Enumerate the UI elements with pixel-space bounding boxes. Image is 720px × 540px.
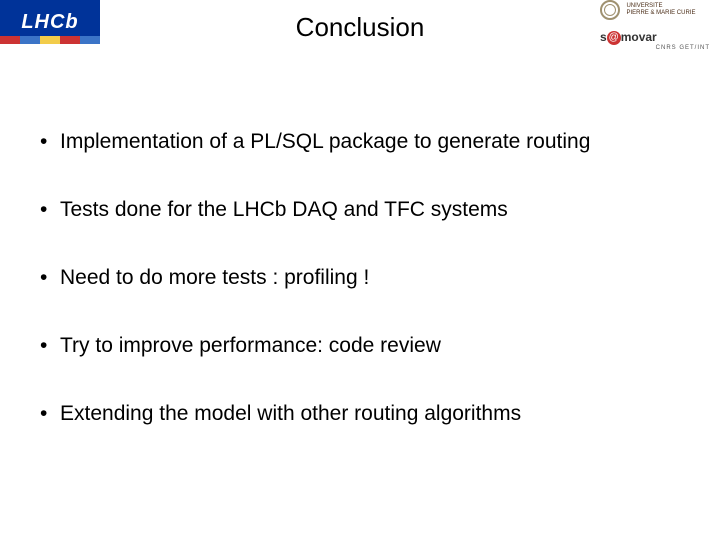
list-item: •Extending the model with other routing … xyxy=(40,402,690,426)
bullet-text: Tests done for the LHCb DAQ and TFC syst… xyxy=(60,198,690,222)
university-line1: UNIVERSITE xyxy=(626,3,662,9)
bullet-icon: • xyxy=(40,130,60,154)
samovar-subtitle: CNRS GET/INT xyxy=(600,45,710,51)
bullet-icon: • xyxy=(40,266,60,290)
bullet-text: Try to improve performance: code review xyxy=(60,334,690,358)
list-item: •Tests done for the LHCb DAQ and TFC sys… xyxy=(40,198,690,222)
list-item: •Need to do more tests : profiling ! xyxy=(40,266,690,290)
bullet-icon: • xyxy=(40,402,60,426)
bullet-icon: • xyxy=(40,334,60,358)
slide: LHCb UNIVERSITE PIERRE & MARIE CURIE s@m… xyxy=(0,0,720,540)
slide-header: LHCb UNIVERSITE PIERRE & MARIE CURIE s@m… xyxy=(0,0,720,60)
bullet-icon: • xyxy=(40,198,60,222)
bullet-text: Need to do more tests : profiling ! xyxy=(60,266,690,290)
bullet-text: Extending the model with other routing a… xyxy=(60,402,690,426)
list-item: •Try to improve performance: code review xyxy=(40,334,690,358)
slide-title: Conclusion xyxy=(0,12,720,43)
bullet-list: •Implementation of a PL/SQL package to g… xyxy=(40,130,690,426)
bullet-text: Implementation of a PL/SQL package to ge… xyxy=(60,130,690,154)
list-item: •Implementation of a PL/SQL package to g… xyxy=(40,130,690,154)
slide-body: •Implementation of a PL/SQL package to g… xyxy=(40,130,690,470)
